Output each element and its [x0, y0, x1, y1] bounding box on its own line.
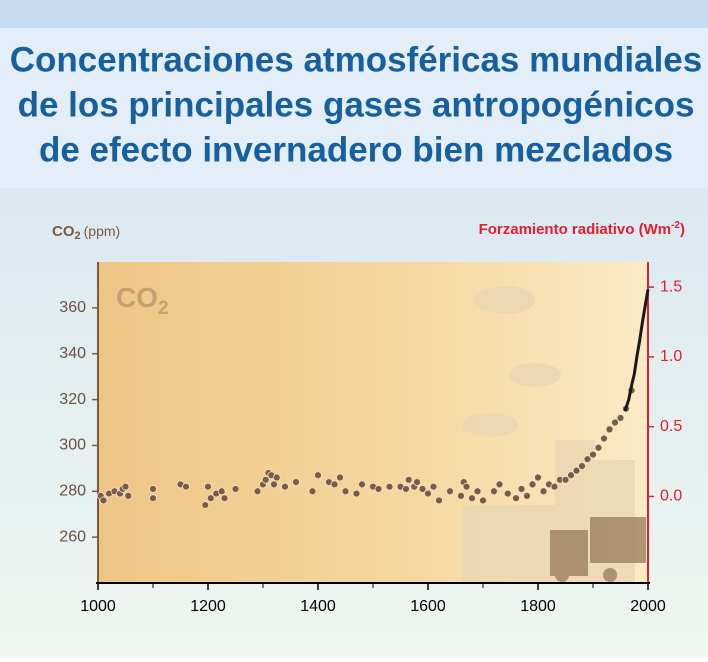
y2-axis-label: Forzamiento radiativo (Wm-2)	[479, 220, 685, 238]
co2-point	[405, 476, 412, 483]
co2-point	[551, 483, 558, 490]
co2-point	[337, 474, 344, 481]
y-tick-label: 320	[59, 391, 86, 408]
co2-point	[430, 483, 437, 490]
co2-point	[513, 495, 520, 502]
co2-point	[100, 497, 107, 504]
co2-point	[293, 479, 300, 486]
y-label-unit: (ppm)	[84, 223, 121, 239]
co2-point	[205, 483, 212, 490]
co2-point	[474, 488, 481, 495]
y2-label-main: Forzamiento radiativo (Wm	[479, 221, 672, 238]
co2-point	[375, 485, 382, 492]
co2-point	[315, 472, 322, 479]
co2-point	[353, 490, 360, 497]
co2-point	[601, 435, 608, 442]
co2-point	[491, 488, 498, 495]
co2-point	[524, 492, 531, 499]
co2-point	[469, 495, 476, 502]
co2-point	[150, 485, 157, 492]
co2-point	[342, 488, 349, 495]
x-tick-label: 2000	[630, 598, 666, 615]
title-line: Concentraciones atmosféricas mundiales	[10, 40, 702, 79]
co2-point	[232, 485, 239, 492]
co2-point	[221, 495, 228, 502]
co2-point	[480, 497, 487, 504]
co2-point	[254, 488, 261, 495]
co2-point	[414, 479, 421, 486]
x-tick-label: 1800	[520, 598, 556, 615]
x-tick-label: 1200	[190, 598, 226, 615]
co2-point	[218, 488, 225, 495]
co2-point	[425, 490, 432, 497]
top-band	[0, 0, 708, 28]
co2-point	[436, 497, 443, 504]
y-tick-label: 360	[59, 299, 86, 316]
co2-point	[496, 481, 503, 488]
title-line: de efecto invernadero bien mezclados	[39, 130, 673, 169]
y2-label-end: )	[680, 221, 685, 238]
co2-point	[579, 463, 586, 470]
annotation-sub: 2	[158, 298, 169, 319]
co2-point	[540, 488, 547, 495]
annotation-main: CO	[116, 282, 158, 313]
co2-point	[150, 495, 157, 502]
co2-point	[331, 481, 338, 488]
co2-point	[183, 483, 190, 490]
y2-tick-label: 0.0	[660, 488, 682, 505]
co2-point	[386, 483, 393, 490]
y-label-main: CO	[52, 223, 75, 240]
x-tick-label: 1400	[300, 598, 336, 615]
co2-point	[202, 502, 209, 509]
co2-point	[125, 492, 132, 499]
y2-tick-label: 1.5	[660, 278, 682, 295]
co2-point	[529, 481, 536, 488]
x-tick-label: 1600	[410, 598, 446, 615]
co2-point	[271, 481, 278, 488]
co2-point	[504, 490, 511, 497]
co2-point	[273, 474, 280, 481]
y-label-sub: 2	[75, 230, 81, 242]
y2-tick-label: 0.5	[660, 418, 682, 435]
title-line: de los principales gases antropogénicos	[18, 85, 695, 124]
co2-point	[590, 451, 597, 458]
co2-point	[458, 492, 465, 499]
co2-point	[463, 483, 470, 490]
co2-point	[122, 483, 129, 490]
co2-point	[282, 483, 289, 490]
y-tick-label: 340	[59, 345, 86, 362]
co2-point	[535, 474, 542, 481]
co2-point	[309, 488, 316, 495]
co2-point	[606, 426, 613, 433]
y-tick-label: 260	[59, 528, 86, 545]
y-tick-label: 300	[59, 437, 86, 454]
co2-point	[617, 414, 624, 421]
co2-point	[595, 444, 602, 451]
co2-point	[403, 485, 410, 492]
y2-tick-label: 1.0	[660, 348, 682, 365]
co2-point	[518, 485, 525, 492]
y-tick-label: 280	[59, 483, 86, 500]
page: Concentraciones atmosféricas mundiales d…	[0, 0, 708, 657]
co2-point	[447, 488, 454, 495]
co2-point	[359, 481, 366, 488]
x-tick-label: 1000	[80, 598, 116, 615]
